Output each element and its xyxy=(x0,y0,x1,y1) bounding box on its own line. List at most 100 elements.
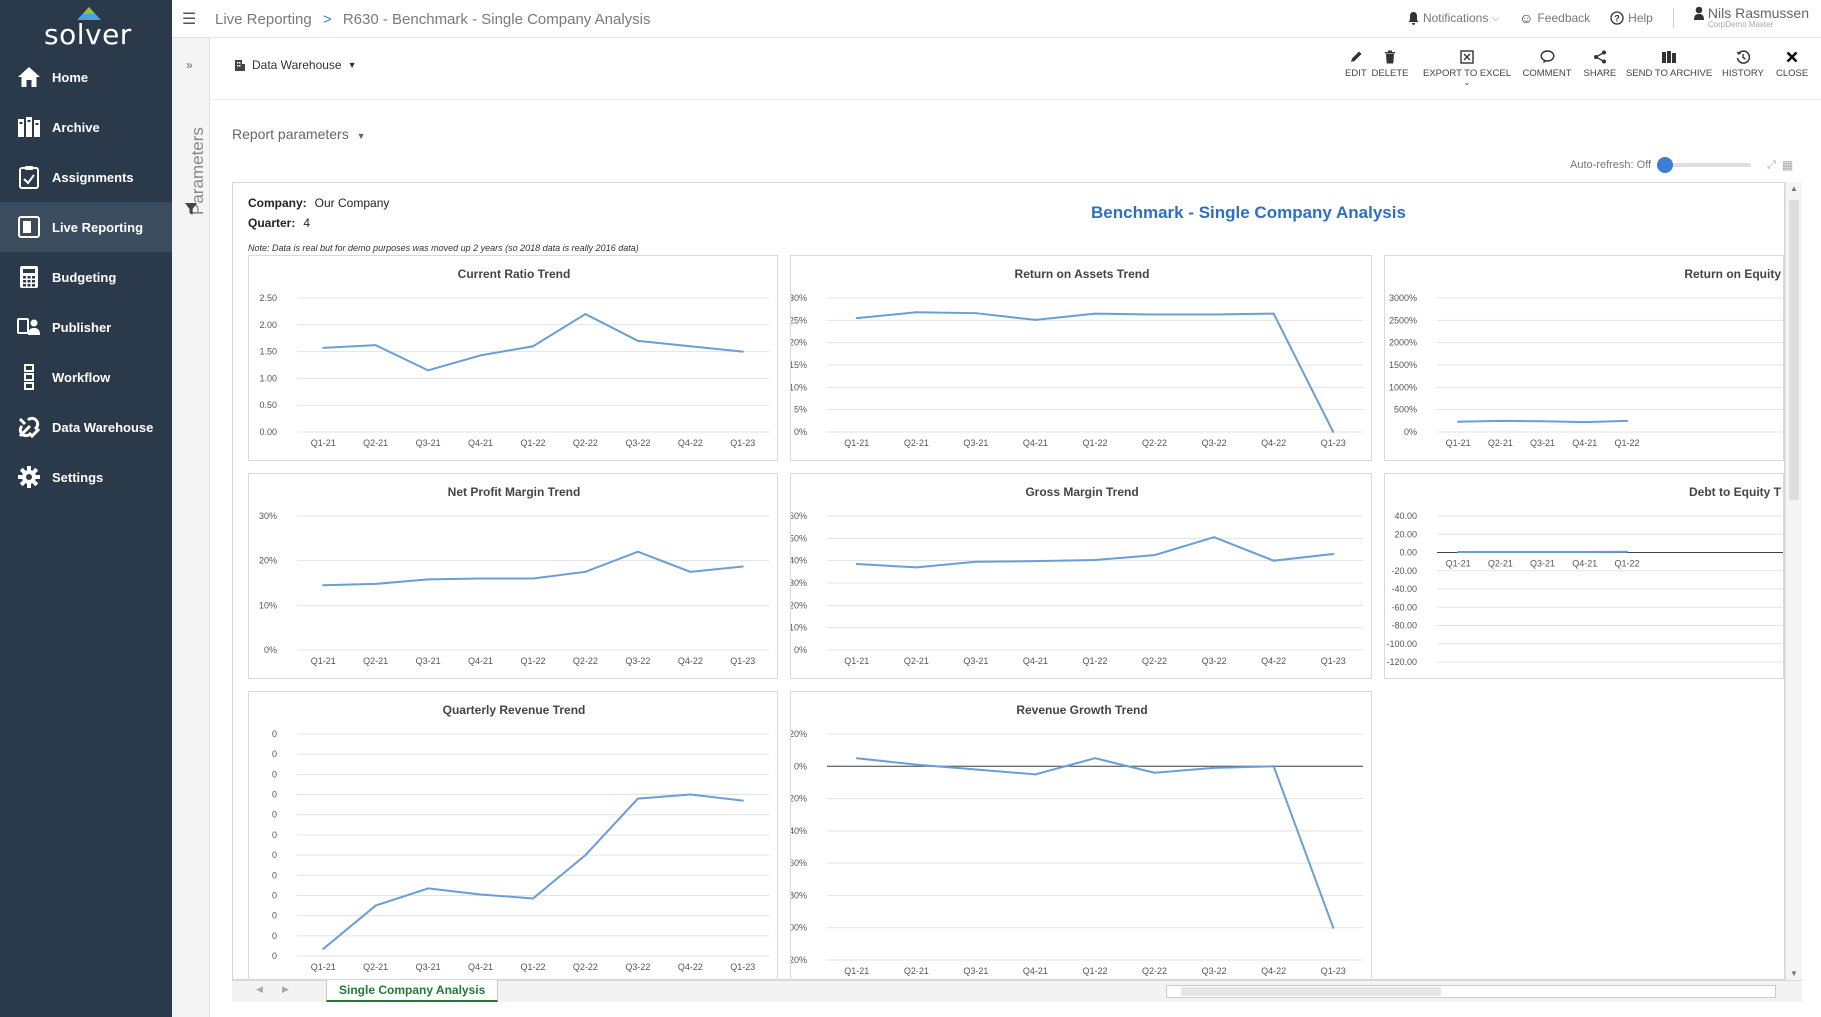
sidebar-item-publisher[interactable]: Publisher xyxy=(0,302,172,352)
y-tick-label: -40% xyxy=(791,826,807,836)
y-tick-label: -120% xyxy=(791,955,807,965)
notifications-button[interactable]: Notifications ⌵ xyxy=(1408,11,1499,25)
chart-svg: Quarterly Revenue Trend 0 0 0 0 0 0 0 0 0 0 0 0 Q1-21… xyxy=(272,703,769,972)
x-tick-label: Q1-22 xyxy=(1082,966,1107,976)
solver-logo[interactable]: solver xyxy=(0,0,172,52)
series-line xyxy=(856,757,1335,929)
data-point xyxy=(1332,552,1335,555)
sidebar-item-workflow[interactable]: Workflow xyxy=(0,352,172,402)
publisher-icon xyxy=(15,313,43,341)
expand-icon[interactable]: ⤢ xyxy=(1767,158,1776,171)
y-tick-label: -100% xyxy=(791,923,807,933)
sheet-tab-bar: ◀ ▶ Single Company Analysis xyxy=(232,980,1802,1002)
sidebar-item-data-warehouse[interactable]: Data Warehouse xyxy=(0,402,172,452)
scroll-down-icon[interactable]: ▼ xyxy=(1790,969,1798,978)
x-tick-label: Q3-22 xyxy=(1202,966,1227,976)
top-right-actions: Notifications ⌵ ☺ Feedback ? Help Nils R… xyxy=(1408,6,1809,30)
expand-panel-icon[interactable]: » xyxy=(186,58,193,72)
vertical-scrollbar[interactable]: ▲ ▼ xyxy=(1785,182,1802,980)
x-tick-label: Q3-22 xyxy=(625,962,650,972)
data-point xyxy=(1213,536,1216,539)
export-to-excel-button[interactable]: EXPORT TO EXCEL ⌄ xyxy=(1423,46,1511,87)
data-point xyxy=(741,350,744,353)
horizontal-scroll-thumb[interactable] xyxy=(1181,987,1441,996)
breadcrumb-root[interactable]: Live Reporting xyxy=(215,11,312,28)
data-point xyxy=(532,577,534,580)
toolbar-button-label: DELETE xyxy=(1371,68,1409,79)
chart-title: Net Profit Margin Trend xyxy=(448,485,581,499)
data-point xyxy=(374,344,377,347)
chart-svg: Return on Equity 0% 500% 1000% 1500% 2000% 250… xyxy=(1389,267,1783,448)
sidebar-item-label: Live Reporting xyxy=(52,219,144,235)
data-point xyxy=(741,799,744,802)
x-tick-label: Q3-21 xyxy=(416,656,441,666)
data-point xyxy=(915,311,918,314)
y-tick-label: 20.00 xyxy=(1394,529,1417,539)
x-tick-label: Q2-22 xyxy=(573,962,598,972)
hamburger-menu-icon[interactable]: ☰ xyxy=(182,11,197,28)
comment-icon xyxy=(1540,46,1555,68)
delete-button[interactable]: DELETE xyxy=(1371,46,1409,79)
chart-return-on-assets-trend: Return on Assets Trend 0% 5% 10% 15% 20% 25% 30… xyxy=(790,255,1372,461)
sheet-tab-single-company-analysis[interactable]: Single Company Analysis xyxy=(326,980,499,1002)
chart-svg: Current Ratio Trend 0.00 0.50 1.00 1.50 2.00 2… xyxy=(259,267,769,448)
user-menu[interactable]: Nils Rasmussen CorpDemo Master xyxy=(1693,6,1809,30)
sidebar-item-settings[interactable]: Settings xyxy=(0,452,172,502)
tab-next-icon[interactable]: ▶ xyxy=(282,984,289,994)
y-tick-label: 0 xyxy=(272,890,277,900)
y-tick-label: -80.00 xyxy=(1391,621,1417,631)
sidebar-item-label: Workflow xyxy=(52,369,111,385)
data-point xyxy=(1034,773,1037,776)
comment-button[interactable]: COMMENT xyxy=(1523,46,1572,79)
data-source-label: Data Warehouse xyxy=(252,58,342,72)
data-point xyxy=(855,563,858,566)
horizontal-scrollbar[interactable] xyxy=(1166,985,1776,998)
logo-text: solver xyxy=(44,18,132,51)
x-tick-label: Q4-21 xyxy=(468,438,493,448)
y-tick-label: 60% xyxy=(791,511,807,521)
chevron-down-icon[interactable]: ⌄ xyxy=(1463,78,1471,87)
x-tick-label: Q1-22 xyxy=(1614,438,1639,448)
y-tick-label: 20% xyxy=(791,600,807,610)
workflow-icon xyxy=(15,363,43,391)
scroll-up-icon[interactable]: ▲ xyxy=(1790,184,1798,193)
history-button[interactable]: HISTORY xyxy=(1722,46,1764,79)
tab-prev-icon[interactable]: ◀ xyxy=(256,984,263,994)
y-tick-label: 25% xyxy=(791,315,807,325)
data-point xyxy=(322,947,325,950)
parameters-panel-collapsed[interactable]: » Parameters xyxy=(172,38,210,1017)
send-to-archive-button[interactable]: SEND TO ARCHIVE xyxy=(1626,46,1712,79)
sidebar-item-assignments[interactable]: Assignments xyxy=(0,152,172,202)
home-icon xyxy=(15,63,43,91)
help-button[interactable]: ? Help xyxy=(1610,11,1653,25)
x-tick-label: Q2-21 xyxy=(363,656,388,666)
scroll-thumb[interactable] xyxy=(1789,200,1799,500)
y-tick-label: 0% xyxy=(1404,427,1417,437)
y-tick-label: 0 xyxy=(272,749,277,759)
share-button[interactable]: SHARE xyxy=(1584,46,1616,79)
chart-net-profit-margin-trend: Net Profit Margin Trend 0% 10% 20% 30% Q1-21 Q… xyxy=(248,473,778,679)
x-tick-label: Q2-21 xyxy=(1488,559,1513,569)
report-parameters-toggle[interactable]: Report parameters ▼ xyxy=(232,126,366,142)
data-point xyxy=(479,893,482,896)
auto-refresh-knob[interactable] xyxy=(1657,157,1674,173)
data-point xyxy=(374,904,377,907)
sidebar-item-live-reporting[interactable]: Live Reporting xyxy=(0,202,172,252)
grid-view-icon[interactable]: ▦ xyxy=(1781,158,1794,172)
data-source-dropdown[interactable]: Data Warehouse ▼ xyxy=(234,58,357,72)
trash-icon xyxy=(1384,46,1396,68)
sidebar-item-home[interactable]: Home xyxy=(0,52,172,102)
close-button[interactable]: CLOSE xyxy=(1776,46,1808,79)
sidebar-item-archive[interactable]: Archive xyxy=(0,102,172,152)
x-tick-label: Q1-21 xyxy=(844,438,869,448)
data-point xyxy=(584,570,587,573)
filter-icon[interactable] xyxy=(184,202,198,216)
y-tick-label: -80% xyxy=(791,890,807,900)
auto-refresh-slider[interactable] xyxy=(1657,157,1752,173)
data-point xyxy=(1457,551,1460,554)
live-reporting-icon xyxy=(15,213,43,241)
sidebar-item-budgeting[interactable]: Budgeting xyxy=(0,252,172,302)
feedback-button[interactable]: ☺ Feedback xyxy=(1519,10,1590,26)
edit-button[interactable]: EDIT xyxy=(1345,46,1367,79)
